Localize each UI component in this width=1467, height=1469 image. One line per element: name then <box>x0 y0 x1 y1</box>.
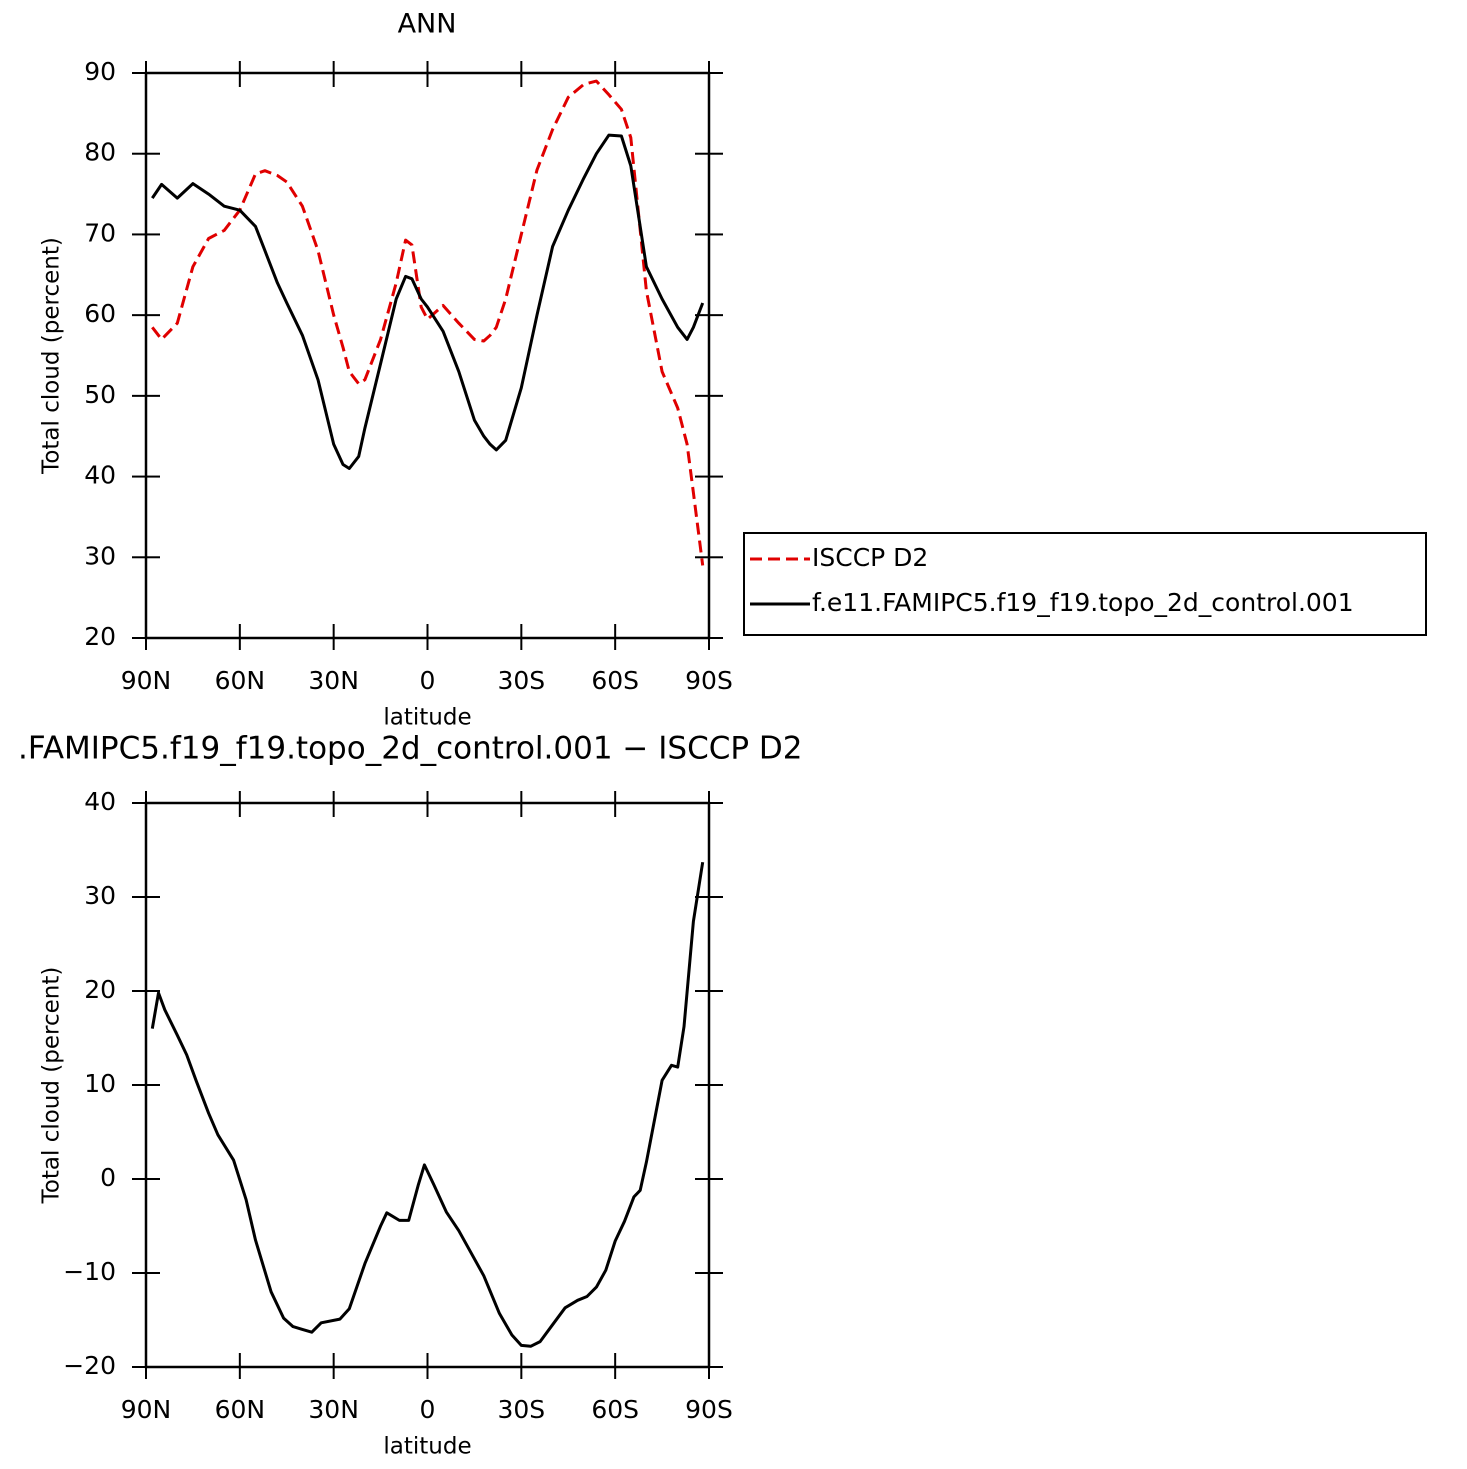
chart-title: ANN <box>398 9 457 40</box>
y-tick-label: 70 <box>84 218 116 247</box>
x-tick-label: 0 <box>420 666 436 695</box>
x-axis-label: latitude <box>383 1434 471 1460</box>
y-tick-label: 10 <box>84 1069 116 1098</box>
y-tick-label: 0 <box>100 1163 116 1192</box>
legend-label: f.e11.FAMIPC5.f19_f19.topo_2d_control.00… <box>812 588 1354 617</box>
y-tick-label: 60 <box>84 299 116 328</box>
y-axis-label: Total cloud (percent) <box>39 237 65 475</box>
x-tick-label: 0 <box>420 1395 436 1424</box>
y-tick-label: 50 <box>84 380 116 409</box>
legend-box <box>743 532 1427 636</box>
x-tick-label: 60S <box>591 666 639 695</box>
x-tick-label: 90S <box>685 1395 733 1424</box>
chart-title: .FAMIPC5.f19_f19.topo_2d_control.001 − I… <box>18 731 803 767</box>
legend-label: ISCCP D2 <box>812 543 928 572</box>
y-axis-label: Total cloud (percent) <box>39 967 65 1205</box>
x-tick-label: 60N <box>215 1395 266 1424</box>
x-tick-label: 90N <box>121 1395 172 1424</box>
y-tick-label: 20 <box>84 622 116 651</box>
y-tick-label: 30 <box>84 541 116 570</box>
x-tick-label: 60N <box>215 666 266 695</box>
data-line <box>151 133 705 470</box>
plot-frame <box>144 801 711 1369</box>
x-tick-label: 90S <box>685 666 733 695</box>
y-tick-label: −20 <box>63 1351 116 1380</box>
plot-frame <box>144 71 711 640</box>
y-tick-label: 20 <box>84 975 116 1004</box>
y-tick-label: 40 <box>84 461 116 490</box>
data-line <box>150 861 705 1348</box>
x-tick-label: 90N <box>121 666 172 695</box>
y-tick-label: 80 <box>84 138 116 167</box>
x-tick-label: 30N <box>308 1395 359 1424</box>
x-tick-label: 60S <box>591 1395 639 1424</box>
x-axis-label: latitude <box>383 705 471 731</box>
x-tick-label: 30N <box>308 666 359 695</box>
y-tick-label: 90 <box>84 57 116 86</box>
y-tick-label: −10 <box>63 1257 116 1286</box>
data-line <box>151 79 705 566</box>
y-tick-label: 40 <box>84 787 116 816</box>
x-tick-label: 30S <box>497 666 545 695</box>
x-tick-label: 30S <box>497 1395 545 1424</box>
y-tick-label: 30 <box>84 881 116 910</box>
